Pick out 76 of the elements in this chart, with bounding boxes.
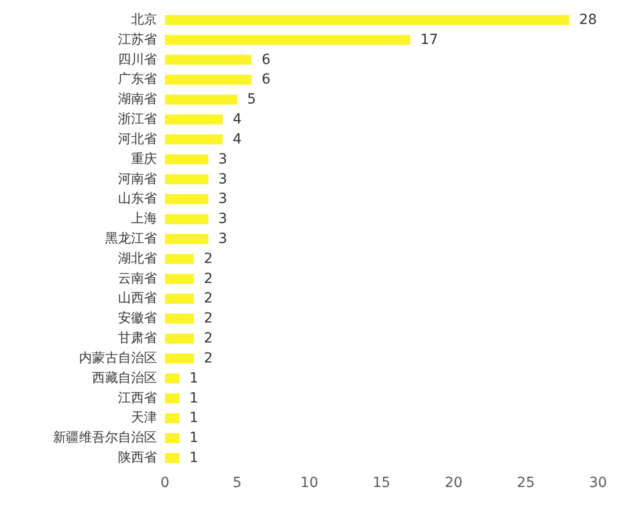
data-label: 2: [204, 310, 213, 327]
bar: [165, 413, 180, 424]
bar: [165, 14, 570, 25]
bar: [165, 274, 194, 284]
data-label: 3: [218, 171, 228, 188]
bar: [165, 154, 208, 164]
x-tick-label: 20: [444, 475, 463, 491]
bar: [165, 314, 194, 324]
data-label: 1: [189, 450, 198, 466]
data-label: 17: [420, 32, 438, 48]
data-label: 1: [189, 370, 198, 386]
data-label: 2: [204, 270, 213, 287]
bar: [165, 334, 194, 344]
y-tick-label: 安徽省: [118, 310, 157, 326]
bar: [165, 214, 208, 224]
data-label: 4: [232, 112, 242, 128]
y-tick-label: 重庆: [131, 152, 157, 167]
data-label: 2: [204, 250, 213, 267]
data-label: 28: [579, 12, 597, 28]
bar: [165, 234, 208, 244]
bar: [165, 94, 238, 105]
data-label: 6: [262, 52, 271, 68]
data-label: 2: [204, 350, 213, 366]
data-label: 1: [189, 430, 198, 446]
y-tick-label: 湖北省: [118, 251, 157, 266]
x-tick-label: 5: [232, 475, 242, 491]
data-label: 2: [204, 290, 213, 307]
y-tick-label: 黑龙江省: [105, 232, 157, 246]
bar: [165, 34, 410, 45]
y-tick-label: 江苏省: [118, 32, 157, 48]
data-label: 1: [189, 410, 198, 426]
y-tick-label: 甘肃省: [118, 331, 157, 346]
y-tick-label: 西藏自治区: [92, 370, 157, 386]
bar: [165, 393, 180, 404]
x-tick-label: 10: [300, 475, 318, 491]
y-tick-label: 河南省: [118, 172, 157, 187]
bar: [165, 74, 252, 85]
y-tick-label: 广东省: [118, 72, 157, 88]
data-label: 4: [232, 131, 242, 148]
y-tick-label: 山东省: [118, 192, 157, 207]
y-tick-label: 河北省: [118, 132, 157, 147]
y-tick-label: 四川省: [118, 52, 157, 68]
y-tick-label: 浙江省: [118, 112, 157, 128]
y-tick-label: 湖南省: [118, 92, 157, 108]
x-tick-label: 30: [589, 475, 607, 491]
y-tick-label: 内蒙古自治区: [79, 350, 157, 366]
y-tick-label: 山西省: [118, 291, 157, 306]
data-label: 5: [247, 92, 256, 108]
y-tick-label: 云南省: [118, 271, 157, 286]
bar: [165, 134, 223, 144]
data-label: 3: [218, 211, 228, 228]
x-tick-label: 15: [372, 475, 390, 491]
bar: [165, 353, 194, 364]
x-tick-label: 0: [160, 475, 170, 491]
bar: [165, 373, 180, 384]
data-label: 6: [262, 72, 271, 88]
x-tick-label: 25: [516, 475, 535, 491]
bar: [165, 114, 223, 125]
y-tick-label: 北京: [131, 12, 157, 28]
data-label: 3: [218, 231, 228, 247]
bar: [165, 433, 180, 444]
data-label: 2: [204, 330, 213, 347]
bar: [165, 194, 208, 204]
bar: [165, 254, 194, 264]
y-tick-label: 新疆维吾尔自治区: [53, 430, 157, 446]
data-label: 3: [218, 151, 228, 168]
bar: [165, 174, 208, 184]
data-label: 1: [189, 390, 198, 406]
bar: [165, 294, 194, 304]
y-tick-label: 江西省: [118, 390, 157, 406]
y-tick-label: 陕西省: [118, 450, 157, 466]
y-tick-label: 天津: [131, 410, 157, 426]
bar: [165, 453, 180, 464]
data-label: 3: [218, 191, 228, 208]
bar: [165, 54, 252, 65]
y-tick-label: 上海: [131, 212, 157, 227]
